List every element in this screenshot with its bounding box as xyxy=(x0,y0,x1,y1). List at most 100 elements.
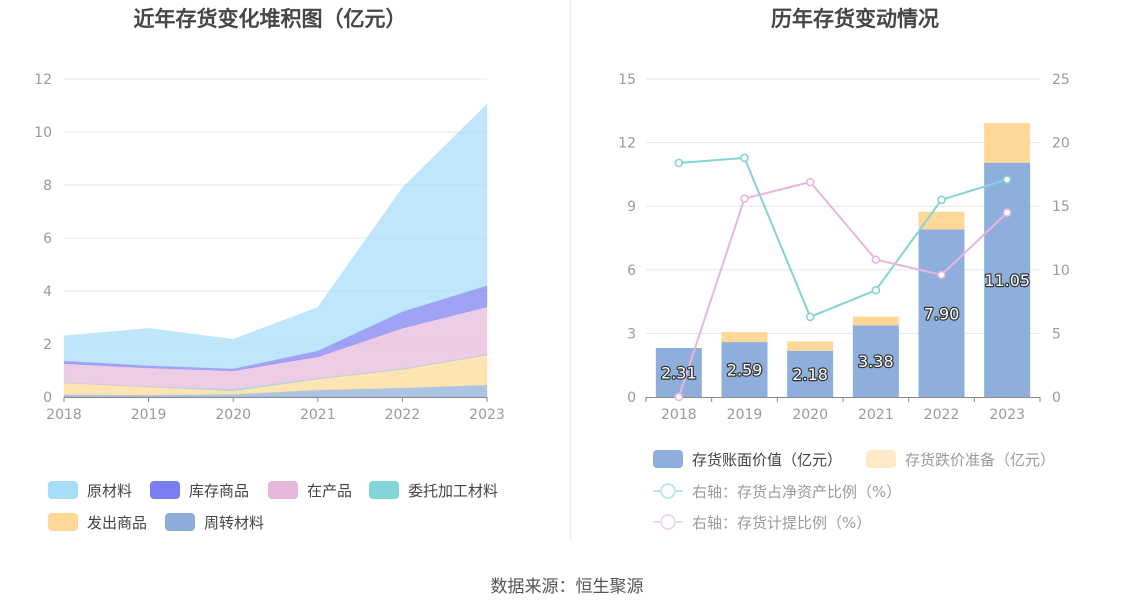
legend-item-finished-goods[interactable]: 库存商品 xyxy=(150,481,249,500)
legend-item-turnover-materials[interactable]: 周转材料 xyxy=(165,513,264,532)
y-right-tick-label: 5 xyxy=(1052,326,1061,342)
x-tick-label: 2018 xyxy=(661,407,697,423)
legend-item-provision-ratio[interactable]: 右轴：存货计提比例（%） xyxy=(653,514,871,532)
right-axes: 0 3 6 9 12 15 0 5 10 15 20 25 2018 2019 2020 2021 2022 20… xyxy=(618,72,1070,423)
bar-series-1[interactable] xyxy=(721,331,768,343)
legend-label: 库存商品 xyxy=(189,482,249,500)
y-tick-label: 2 xyxy=(43,337,52,353)
bar-value-label: 7.90 xyxy=(924,304,960,323)
bar-value-label: 2.59 xyxy=(727,361,763,380)
line-point[interactable] xyxy=(871,255,881,264)
line-point[interactable] xyxy=(805,312,815,322)
right-grid xyxy=(646,78,1040,334)
bar-value-label: 11.05 xyxy=(984,271,1030,290)
bar-series-1[interactable] xyxy=(984,123,1031,163)
line-series-3[interactable] xyxy=(677,180,1008,398)
y-right-tick-label: 10 xyxy=(1052,263,1070,279)
stacked-area-chart: 0 2 4 6 8 10 12 2018 2019 2020 2021 2022 2023 xyxy=(34,72,505,423)
line-series-2[interactable] xyxy=(678,156,1008,319)
y-right-tick-label: 25 xyxy=(1052,72,1070,88)
bar-value-label: 2.31 xyxy=(661,364,697,383)
bar-value-label: 3.38 xyxy=(858,352,894,371)
line-point[interactable] xyxy=(805,177,815,187)
bar-series-0[interactable] xyxy=(787,350,834,397)
x-tick-label: 2021 xyxy=(300,407,336,423)
y-tick-label: 12 xyxy=(34,72,52,88)
right-chart-title: 历年存货变动情况 xyxy=(771,7,939,31)
legend-line-marker xyxy=(653,514,683,530)
line-point[interactable] xyxy=(740,153,749,163)
y-tick-label: 0 xyxy=(43,390,52,406)
legend-item-goods-shipped[interactable]: 发出商品 xyxy=(48,513,147,532)
left-areas xyxy=(63,103,488,398)
legend-swatch xyxy=(165,513,195,531)
legend-label: 周转材料 xyxy=(204,514,264,532)
legend-swatch xyxy=(48,513,78,531)
x-tick-label: 2019 xyxy=(131,407,167,423)
legend-item-raw-materials[interactable]: 原材料 xyxy=(48,481,132,500)
x-tick-label: 2023 xyxy=(989,407,1025,423)
bar-series-0[interactable] xyxy=(655,348,702,397)
legend-label: 发出商品 xyxy=(87,514,147,532)
line-point[interactable] xyxy=(674,158,684,168)
y-right-tick-label: 15 xyxy=(1052,199,1070,215)
legend-item-book-value[interactable]: 存货账面价值（亿元） xyxy=(653,450,842,469)
line-point[interactable] xyxy=(740,194,749,203)
x-tick-label: 2022 xyxy=(385,407,421,423)
legend-swatch xyxy=(48,481,78,499)
bar-series-0[interactable] xyxy=(852,325,899,397)
y-tick-label: 4 xyxy=(43,284,52,300)
bar-series-0[interactable] xyxy=(984,162,1031,397)
right-bar-labels: 2.31 2.59 2.18 3.38 7.90 11.05 xyxy=(660,270,1031,385)
y-left-tick-label: 15 xyxy=(618,72,636,88)
bar-series-0[interactable] xyxy=(918,229,965,397)
legend-label: 在产品 xyxy=(307,482,352,500)
legend-label: 原材料 xyxy=(87,482,132,500)
x-tick-label: 2019 xyxy=(727,407,763,423)
y-right-tick-label: 20 xyxy=(1052,136,1070,152)
area-series-0[interactable] xyxy=(63,103,488,370)
legend-item-work-in-process[interactable]: 在产品 xyxy=(268,481,352,500)
legend-label: 右轴：存货计提比例（%） xyxy=(692,514,871,532)
left-legend: 原材料 库存商品 在产品 委托加工材料 发出商品 周转材料 xyxy=(48,481,498,532)
left-chart-title: 近年存货变化堆积图（亿元） xyxy=(134,7,407,31)
bar-series-1[interactable] xyxy=(852,316,899,326)
x-tick-label: 2022 xyxy=(924,407,960,423)
x-tick-label: 2020 xyxy=(792,407,828,423)
y-left-tick-label: 12 xyxy=(618,136,636,152)
legend-swatch xyxy=(150,481,180,499)
legend-item-consigned-processing-materials[interactable]: 委托加工材料 xyxy=(369,481,498,500)
bar-line-chart: 0 3 6 9 12 15 0 5 10 15 20 25 2018 2019 2020 2021 2022 20… xyxy=(618,72,1070,423)
x-tick-label: 2023 xyxy=(469,407,505,423)
data-source: 数据来源：恒生聚源 xyxy=(491,577,644,597)
right-bars xyxy=(655,123,1031,397)
left-axes: 0 2 4 6 8 10 12 2018 2019 2020 2021 2022 2023 xyxy=(34,72,505,423)
y-right-tick-label: 0 xyxy=(1052,390,1061,406)
right-lines xyxy=(674,153,1012,402)
x-tick-label: 2021 xyxy=(858,407,894,423)
legend-label: 存货账面价值（亿元） xyxy=(692,451,842,469)
legend-line-marker xyxy=(653,483,683,499)
y-left-tick-label: 3 xyxy=(627,326,636,342)
legend-label: 委托加工材料 xyxy=(408,482,498,500)
line-point[interactable] xyxy=(937,195,946,205)
x-tick-label: 2020 xyxy=(215,407,251,423)
y-tick-label: 8 xyxy=(43,178,52,194)
y-tick-label: 10 xyxy=(34,125,52,141)
y-left-tick-label: 9 xyxy=(627,199,636,215)
right-legend: 存货账面价值（亿元） 存货跌价准备（亿元） 右轴：存货占净资产比例（%） 右轴：… xyxy=(653,450,1055,532)
line-point[interactable] xyxy=(1002,208,1012,217)
legend-item-inventory-to-net-assets-ratio[interactable]: 右轴：存货占净资产比例（%） xyxy=(653,483,901,501)
line-point[interactable] xyxy=(937,270,946,280)
line-point[interactable] xyxy=(674,392,684,402)
x-tick-label: 2018 xyxy=(46,407,82,423)
bar-series-0[interactable] xyxy=(721,342,768,397)
bar-value-label: 2.18 xyxy=(792,365,828,384)
bar-series-1[interactable] xyxy=(787,341,834,351)
legend-item-impairment-provision[interactable]: 存货跌价准备（亿元） xyxy=(866,450,1055,469)
line-point[interactable] xyxy=(871,285,881,295)
line-point[interactable] xyxy=(1002,175,1012,184)
y-left-tick-label: 0 xyxy=(627,390,636,406)
legend-swatch xyxy=(866,450,896,468)
y-tick-label: 6 xyxy=(43,231,52,247)
